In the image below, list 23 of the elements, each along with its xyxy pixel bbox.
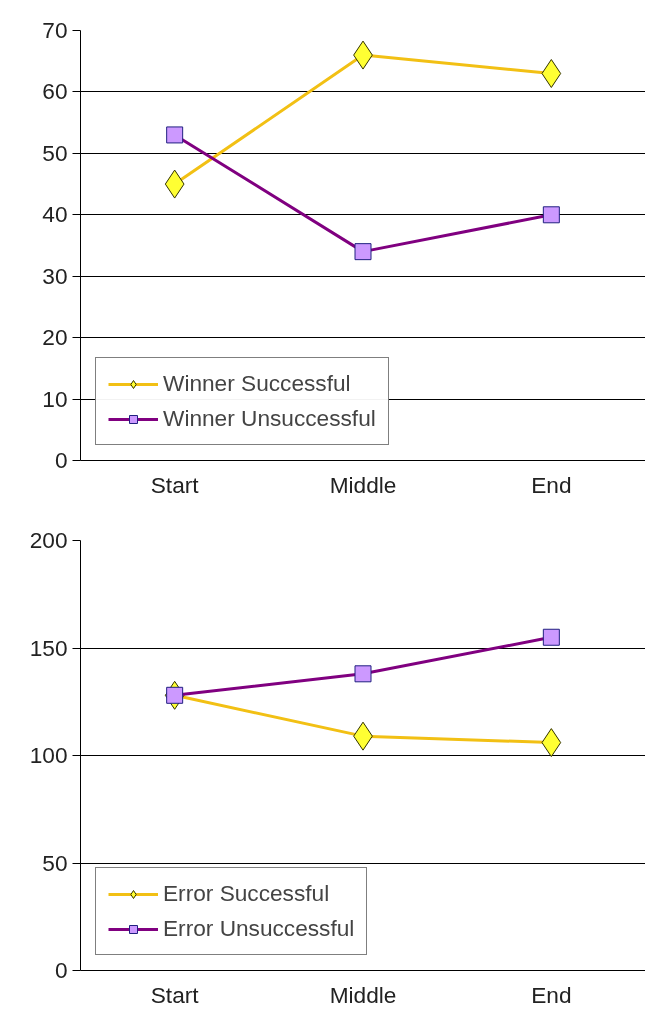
x-tick-label: Middle [329, 981, 397, 1008]
y-tick-label: 150 [29, 634, 68, 661]
y-tick-label: 30 [42, 262, 68, 289]
legend-label: Winner Successful [163, 370, 351, 397]
y-tick-label: 40 [42, 201, 68, 228]
y-tick-label: 70 [42, 17, 68, 43]
y-tick-label: 0 [54, 957, 68, 983]
legend-label: Error Unsuccessful [163, 915, 355, 942]
x-tick-label: Middle [329, 471, 397, 498]
x-tick-label: End [531, 471, 572, 498]
y-tick-label: 50 [42, 849, 68, 876]
y-tick-label: 100 [29, 742, 68, 768]
x-tick-label: Start [150, 471, 200, 498]
y-tick-label: 50 [42, 139, 68, 166]
y-tick-label: 20 [42, 324, 68, 351]
legend-label: Error Successful [163, 880, 330, 907]
y-tick-label: 10 [42, 385, 68, 412]
y-tick-label: 60 [42, 78, 68, 105]
x-tick-label: End [531, 981, 572, 1008]
y-tick-label: 200 [29, 527, 68, 553]
x-tick-label: Start [150, 981, 200, 1008]
y-tick-label: 0 [54, 447, 68, 473]
legend-label: Winner Unsuccessful [163, 405, 376, 432]
